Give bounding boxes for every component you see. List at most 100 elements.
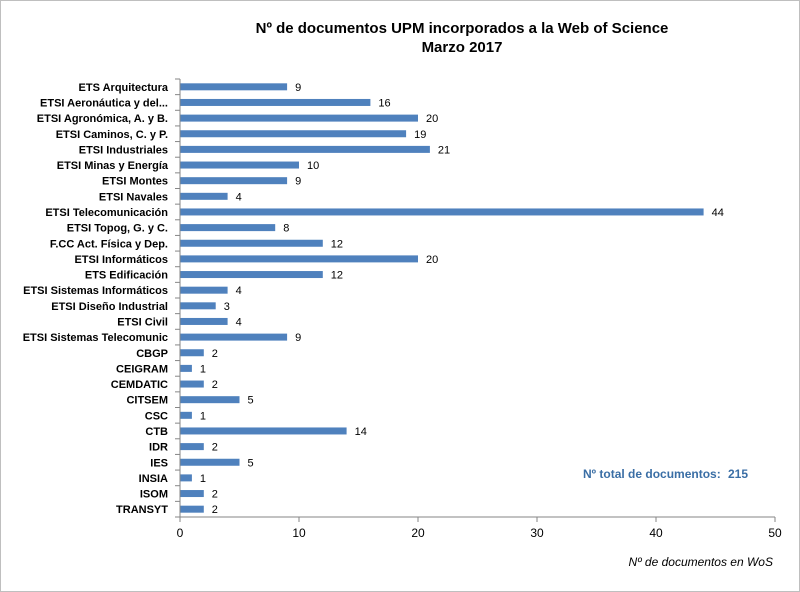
data-label: 14 (355, 426, 367, 438)
bar-19 (180, 364, 192, 372)
data-label: 3 (224, 301, 230, 313)
data-label: 2 (212, 489, 218, 501)
bar-4 (180, 130, 407, 138)
category-label: ETS Edificación (85, 270, 168, 282)
category-label: ISOM (140, 489, 168, 501)
bar-18 (180, 349, 204, 357)
bar-11 (180, 239, 323, 247)
data-label: 9 (295, 332, 301, 344)
category-label: ETSI Caminos, C. y P. (56, 129, 168, 141)
data-label: 10 (307, 160, 319, 172)
data-label: 5 (248, 457, 254, 469)
bar-21 (180, 396, 240, 404)
data-label: 12 (331, 238, 343, 250)
bar-16 (180, 317, 228, 325)
category-label: CEMDATIC (111, 379, 168, 391)
bars-group (180, 83, 704, 513)
bar-22 (180, 411, 192, 419)
bar-6 (180, 161, 299, 169)
chart-title: Nº de documentos UPM incorporados a la W… (256, 20, 669, 37)
category-label: INSIA (139, 473, 168, 485)
category-label: F.CC Act. Física y Dep. (50, 238, 168, 250)
category-label: CSC (145, 410, 168, 422)
bar-23 (180, 427, 347, 435)
bar-1 (180, 83, 288, 91)
x-tick-label: 40 (649, 526, 663, 540)
data-label: 4 (236, 285, 242, 297)
data-label: 2 (212, 504, 218, 516)
category-label: CTB (145, 426, 168, 438)
category-label: ETSI Aeronáutica y del... (40, 97, 168, 109)
x-tick-label: 0 (177, 526, 184, 540)
bar-5 (180, 145, 430, 153)
bar-24 (180, 443, 204, 451)
data-label: 12 (331, 270, 343, 282)
category-label: ETSI Minas y Energía (57, 160, 169, 172)
category-label: IDR (149, 442, 168, 454)
data-label: 16 (378, 97, 390, 109)
data-label: 4 (236, 191, 242, 203)
category-label: CBGP (136, 348, 168, 360)
category-label: ETSI Montes (102, 176, 168, 188)
category-label: CITSEM (126, 395, 168, 407)
chart-subtitle: Marzo 2017 (422, 39, 503, 56)
bar-25 (180, 458, 240, 466)
data-label: 20 (426, 113, 438, 125)
bar-13 (180, 271, 323, 279)
category-labels: ETS Arquitectura ETSI Aeronáutica y del..… (23, 82, 169, 516)
bar-15 (180, 302, 216, 310)
data-label: 4 (236, 316, 242, 328)
data-label: 19 (414, 129, 426, 141)
data-label: 9 (295, 176, 301, 188)
category-label: ETSI Navales (99, 191, 168, 203)
total-label: Nº total de documentos: (583, 467, 721, 481)
category-label: TRANSYT (116, 504, 168, 516)
bar-27 (180, 490, 204, 498)
bar-2 (180, 98, 371, 106)
category-label: IES (150, 457, 168, 469)
bar-10 (180, 224, 276, 232)
data-label: 2 (212, 379, 218, 391)
data-label: 21 (438, 144, 450, 156)
category-label: ETSI Agronómica, A. y B. (37, 113, 168, 125)
data-label: 1 (200, 473, 206, 485)
x-tick-label: 50 (768, 526, 782, 540)
category-label: ETS Arquitectura (79, 82, 169, 94)
category-label: ETSI Sistemas Telecomunic (23, 332, 168, 344)
category-label: ETSI Sistemas Informáticos (23, 285, 168, 297)
x-tick-label: 10 (292, 526, 306, 540)
data-label: 8 (283, 223, 289, 235)
data-label: 5 (248, 395, 254, 407)
category-label: ETSI Telecomunicación (45, 207, 168, 219)
data-label: 1 (200, 363, 206, 375)
bar-9 (180, 208, 704, 216)
data-label: 44 (712, 207, 724, 219)
category-label: ETSI Informáticos (74, 254, 168, 266)
bar-3 (180, 114, 418, 122)
bar-17 (180, 333, 288, 341)
category-label: ETSI Industriales (79, 144, 168, 156)
bar-28 (180, 505, 204, 513)
bar-14 (180, 286, 228, 294)
data-label: 20 (426, 254, 438, 266)
x-axis-title: Nº de documentos en WoS (629, 555, 773, 569)
category-label: ETSI Civil (117, 316, 168, 328)
category-label: CEIGRAM (116, 363, 168, 375)
category-label: ETSI Topog, G. y C. (67, 223, 168, 235)
bar-7 (180, 177, 288, 185)
category-label: ETSI Diseño Industrial (51, 301, 168, 313)
total-value: 215 (728, 467, 748, 481)
bar-20 (180, 380, 204, 388)
x-tick-label: 20 (411, 526, 425, 540)
data-label: 1 (200, 410, 206, 422)
data-label: 9 (295, 82, 301, 94)
data-label: 2 (212, 348, 218, 360)
bar-8 (180, 192, 228, 200)
x-tick-label: 30 (530, 526, 544, 540)
bar-12 (180, 255, 418, 263)
data-label: 2 (212, 442, 218, 454)
axes: 0 10 20 30 40 50 (175, 78, 782, 540)
